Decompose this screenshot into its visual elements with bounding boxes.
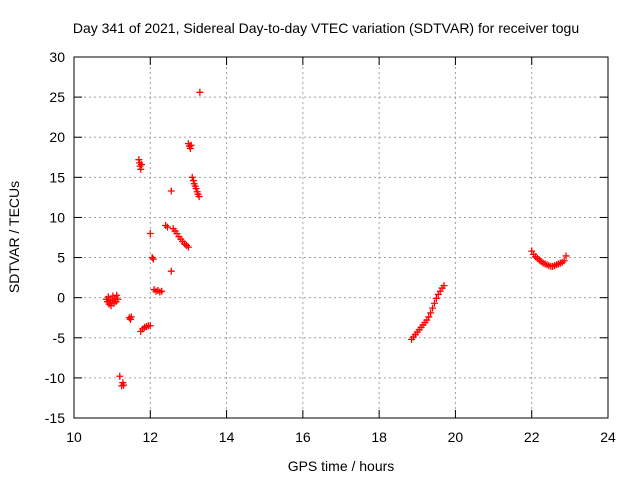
x-tick-label: 16 xyxy=(295,429,311,445)
data-point xyxy=(429,304,437,312)
plot-frame xyxy=(73,56,609,419)
data-point xyxy=(167,187,175,195)
data-point xyxy=(195,193,203,201)
data-point xyxy=(138,160,146,168)
data-point xyxy=(562,252,570,260)
y-tick-label: 20 xyxy=(49,129,65,145)
x-tick-label: 12 xyxy=(142,429,158,445)
x-tick-label: 22 xyxy=(524,429,540,445)
y-tick-label: 5 xyxy=(57,250,65,266)
y-tick-label: -5 xyxy=(53,330,66,346)
x-tick-label: 10 xyxy=(66,429,82,445)
y-axis-label: SDTVAR / TECUs xyxy=(6,181,22,293)
y-tick-label: 10 xyxy=(49,209,65,225)
grid-lines xyxy=(74,57,608,418)
x-tick-label: 24 xyxy=(600,429,616,445)
y-tick-label: -15 xyxy=(45,410,65,426)
data-point xyxy=(158,287,166,295)
data-point xyxy=(432,294,440,302)
y-tick-label: -10 xyxy=(45,370,65,386)
data-point xyxy=(146,229,154,237)
data-point xyxy=(116,372,124,380)
data-point xyxy=(186,144,194,152)
chart-title: Day 341 of 2021, Sidereal Day-to-day VTE… xyxy=(73,20,579,36)
data-point xyxy=(187,141,195,149)
data-point xyxy=(184,243,192,251)
data-point xyxy=(114,295,122,303)
data-point xyxy=(127,313,135,321)
data-point xyxy=(192,185,200,193)
data-point xyxy=(163,223,171,231)
data-points xyxy=(102,88,570,390)
data-point xyxy=(146,322,154,330)
y-tick-label: 0 xyxy=(57,290,65,306)
data-point xyxy=(440,282,448,290)
data-point xyxy=(425,313,433,321)
data-point xyxy=(137,165,145,173)
x-axis-label: GPS time / hours xyxy=(288,458,395,474)
data-point xyxy=(120,381,128,389)
x-tick-label: 20 xyxy=(448,429,464,445)
data-point xyxy=(167,267,175,275)
data-point xyxy=(136,162,144,170)
data-point xyxy=(188,173,196,181)
data-point xyxy=(135,156,143,164)
data-point xyxy=(149,255,157,263)
x-tick-label: 18 xyxy=(371,429,387,445)
data-point xyxy=(560,257,568,265)
data-point xyxy=(427,309,435,317)
data-point xyxy=(189,177,197,185)
data-point xyxy=(430,299,438,307)
data-point xyxy=(148,254,156,262)
y-tick-label: 30 xyxy=(49,49,65,65)
y-tick-label: 25 xyxy=(49,89,65,105)
x-tick-label: 14 xyxy=(219,429,235,445)
data-point xyxy=(113,291,121,299)
y-tick-label: 15 xyxy=(49,169,65,185)
data-point xyxy=(196,88,204,96)
axis-ticks: 10 12 14 16 18 20 22 24 -15 -10 -5 0 5 10 15 20 25 30 xyxy=(45,49,616,445)
